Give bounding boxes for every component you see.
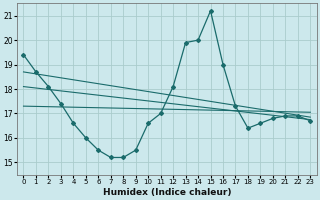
X-axis label: Humidex (Indice chaleur): Humidex (Indice chaleur)	[103, 188, 231, 197]
